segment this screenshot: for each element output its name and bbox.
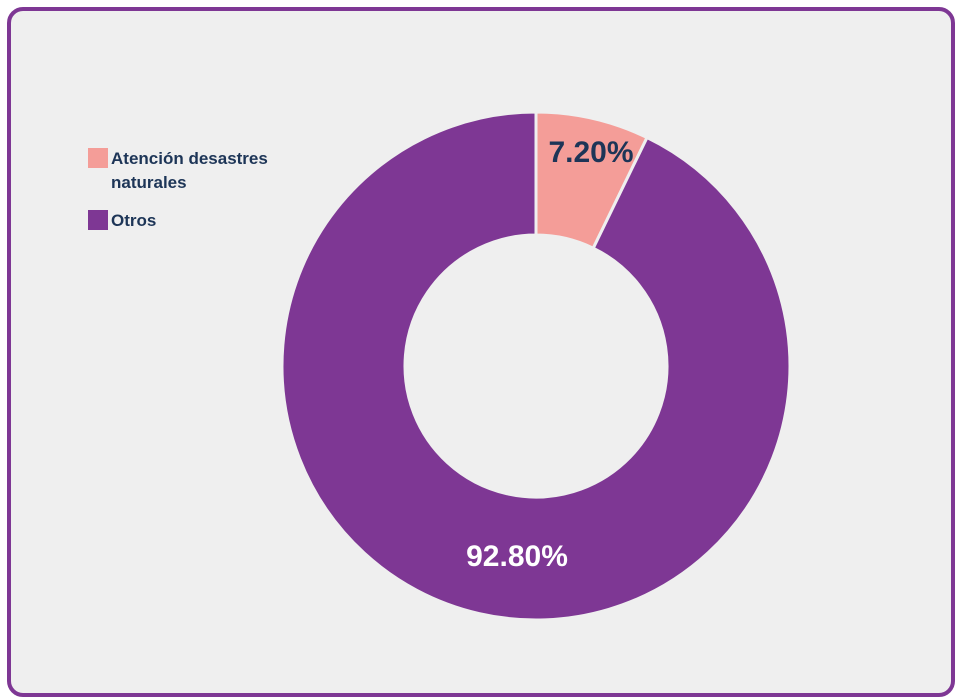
legend-label-atencion: Atención desastres naturales: [111, 149, 268, 192]
legend-item-atencion: Atención desastres naturales: [88, 147, 311, 195]
legend-item-otros: Otros: [88, 209, 311, 233]
donut-slice-1: [280, 110, 792, 622]
slice-label-0: 7.20%: [548, 136, 633, 169]
legend-swatch-otros: [88, 210, 108, 230]
slice-label-1: 92.80%: [466, 540, 568, 573]
donut-slices: [280, 110, 792, 622]
legend: Atención desastres naturales Otros: [88, 147, 311, 247]
legend-swatch-atencion: [88, 148, 108, 168]
donut-labels: 7.20% 92.80%: [466, 136, 633, 573]
legend-label-otros: Otros: [111, 211, 157, 230]
